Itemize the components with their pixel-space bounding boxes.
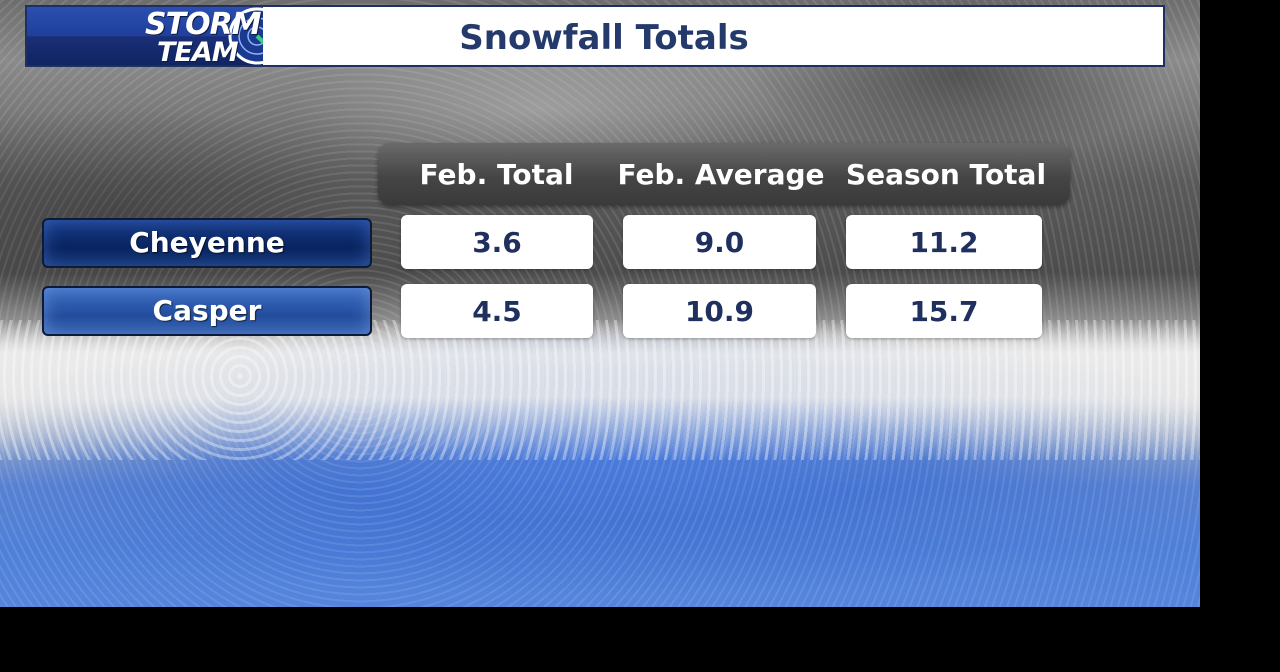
snow-background [0,320,1200,460]
cell-cheyenne-season-total: 11.2 [846,215,1042,269]
cell-cheyenne-feb-average: 9.0 [623,215,816,269]
column-header-feb-total: Feb. Total [419,158,574,191]
cell-casper-season-total: 15.7 [846,284,1042,338]
graphic-title: Snowfall Totals [459,18,749,58]
column-header-bar [378,143,1070,205]
storm-team-logo: STORM TEAM [27,7,263,65]
row-label-cheyenne: Cheyenne [42,218,372,268]
broadcast-graphic: STORM TEAM Snowfall Totals Feb. Total Fe… [0,0,1200,607]
column-header-feb-average: Feb. Average [617,158,825,191]
column-header-season-total: Season Total [845,158,1047,191]
cell-casper-feb-total: 4.5 [401,284,593,338]
logo-word-storm: STORM [145,7,262,42]
logo-word-team: TEAM [157,37,239,65]
row-label-casper: Casper [42,286,372,336]
radar-icon [228,7,263,65]
cell-casper-feb-average: 10.9 [623,284,816,338]
cell-cheyenne-feb-total: 3.6 [401,215,593,269]
